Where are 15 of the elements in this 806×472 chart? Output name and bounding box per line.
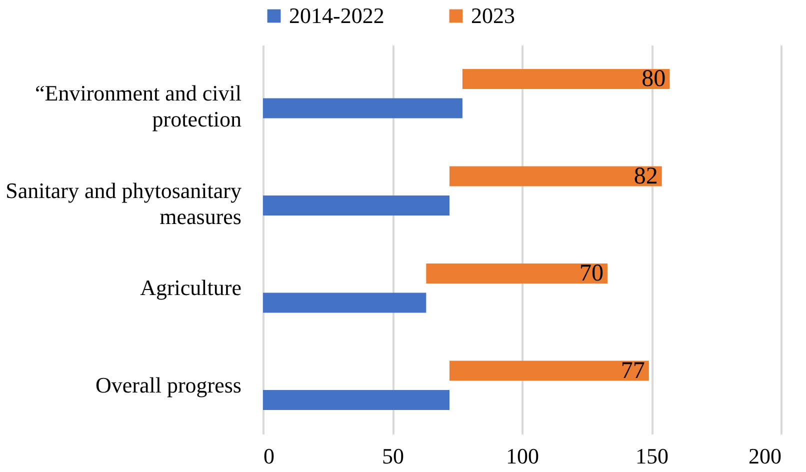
legend-label: 2023 [471,3,515,28]
data-label: 80 [642,66,666,92]
data-label: 77 [620,358,645,384]
y-tick-label: Agriculture [140,275,242,300]
x-tick-label: 200 [748,444,782,468]
y-tick-label: Overall progress [95,372,242,398]
y-tick-label: “Environment and civil protection [35,80,242,132]
x-tick-label: 150 [636,444,668,468]
data-label: 70 [579,260,604,287]
y-tick-label: Sanitary and phytosanitary measures [6,178,242,229]
legend-label: 2014-2022 [289,3,384,28]
x-tick-label: 50 [382,444,404,468]
x-tick-label: 100 [506,444,539,468]
x-tick-label: 0 [264,444,274,468]
data-label: 82 [634,163,658,190]
